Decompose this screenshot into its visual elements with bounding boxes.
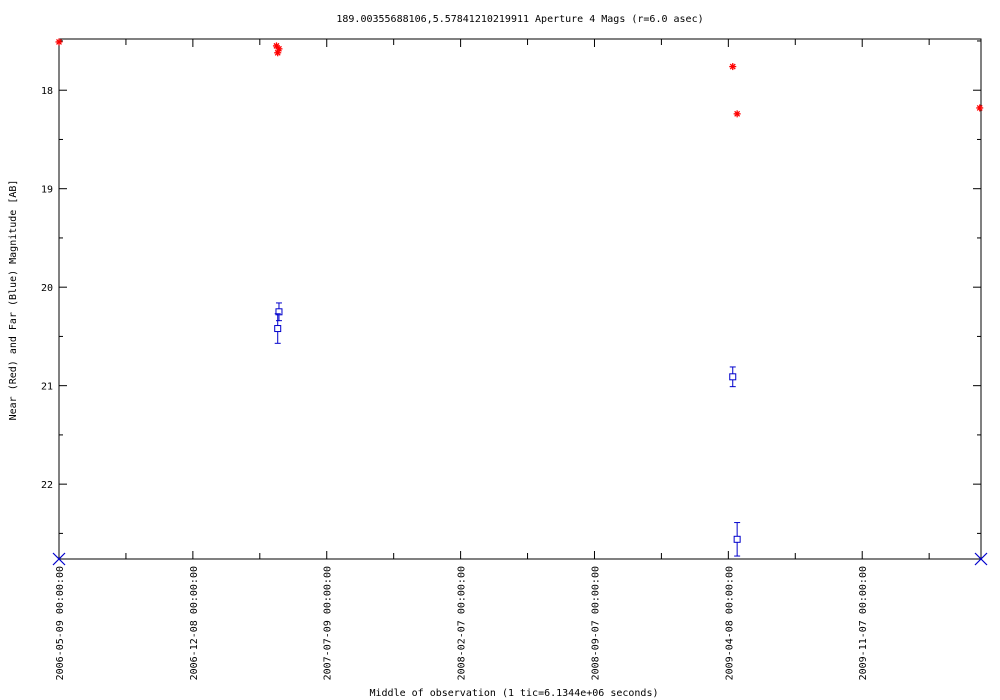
near-point	[733, 110, 741, 118]
chart-title: 189.00355688106,5.57841210219911 Apertur…	[336, 14, 703, 25]
near-red-series	[55, 38, 984, 118]
y-tick-label: 19	[41, 185, 53, 196]
far-point	[733, 522, 741, 557]
x-tick-label: 2006-12-08 00:00:00	[189, 566, 200, 680]
y-tick-label: 18	[41, 86, 53, 97]
y-axis-label: Near (Red) and Far (Blue) Magnitude [AB]	[8, 180, 19, 421]
y-tick-label: 22	[41, 480, 53, 491]
axis-end-marker	[974, 552, 988, 566]
near-point	[55, 38, 63, 46]
x-tick-label: 2006-05-09 00:00:00	[55, 566, 66, 680]
x-axis-label: Middle of observation (1 tic=6.1344e+06 …	[370, 688, 659, 699]
x-axis: 2006-05-09 00:00:00 2006-12-08 00:00:00 20…	[55, 39, 930, 680]
axis-end-marker	[52, 552, 66, 566]
far-blue-series	[274, 302, 741, 557]
x-tick-label: 2007-07-09 00:00:00	[323, 566, 334, 680]
x-tick-label: 2008-09-07 00:00:00	[590, 566, 601, 680]
x-tick-label: 2009-11-07 00:00:00	[858, 566, 869, 680]
axis-end-markers	[52, 552, 988, 566]
far-point	[274, 313, 282, 344]
near-point	[976, 104, 984, 112]
x-tick-label: 2009-04-08 00:00:00	[724, 566, 735, 680]
y-axis: 18 19 20 21 22	[41, 40, 981, 534]
near-point	[729, 63, 737, 71]
x-tick-label: 2008-02-07 00:00:00	[457, 566, 468, 680]
y-tick-label: 21	[41, 382, 53, 393]
near-point	[275, 45, 283, 53]
far-point	[729, 366, 737, 388]
plot-frame	[58, 38, 982, 560]
far-point	[275, 302, 283, 322]
y-tick-label: 20	[41, 283, 53, 294]
